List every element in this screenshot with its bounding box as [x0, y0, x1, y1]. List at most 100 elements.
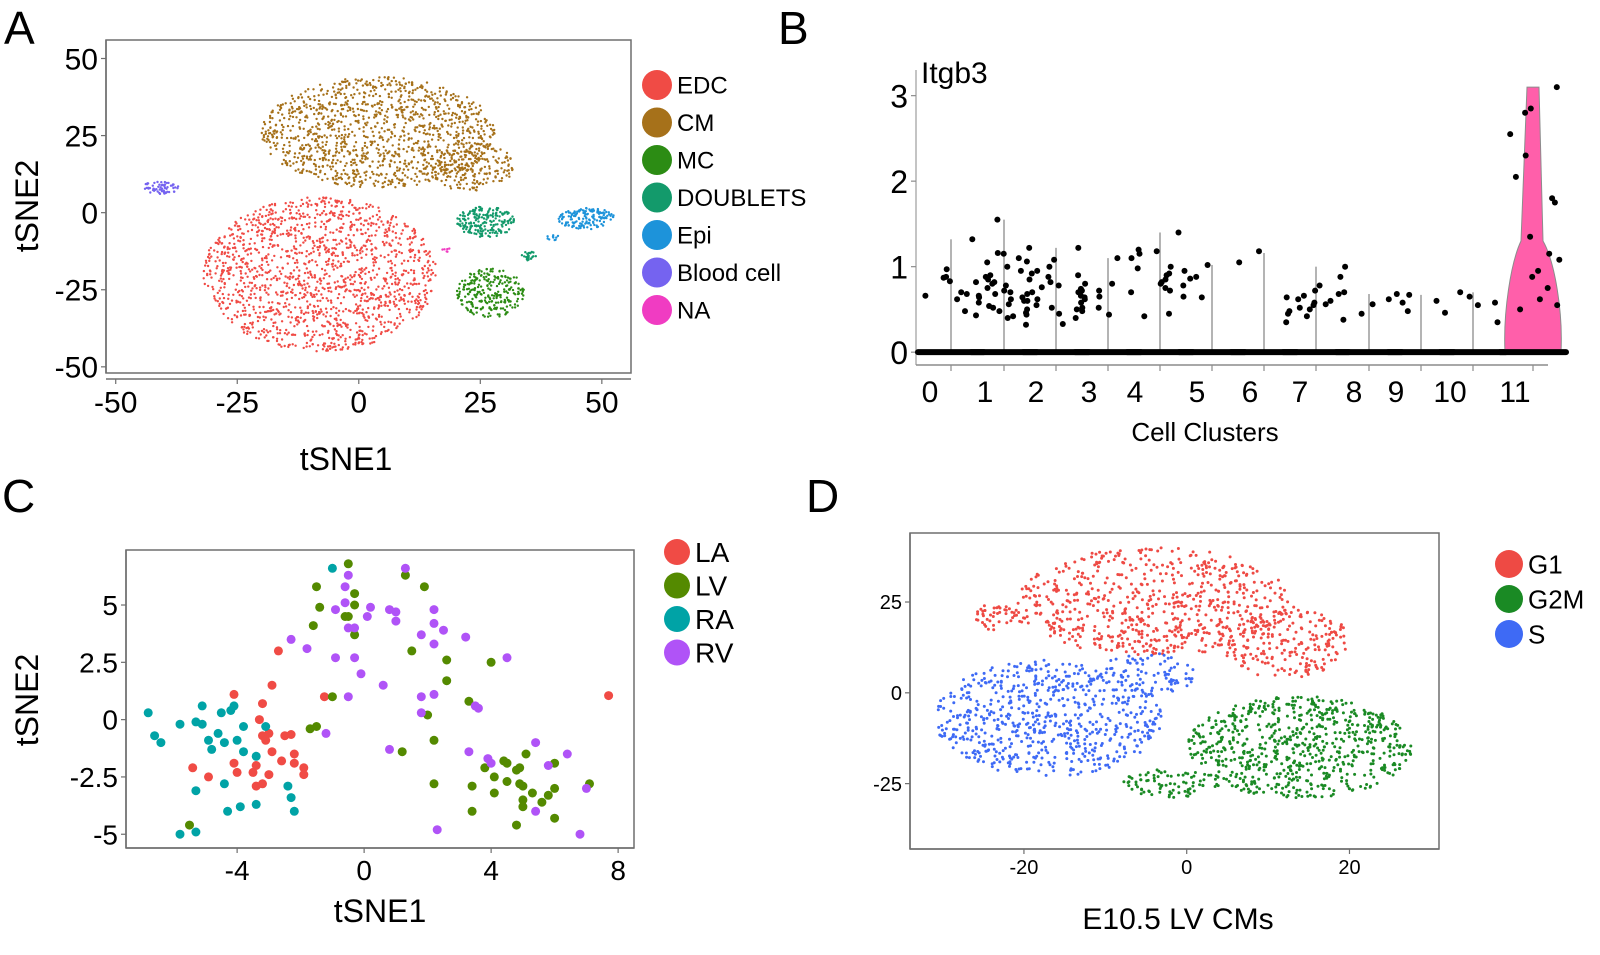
data-point	[1139, 582, 1143, 586]
data-point	[472, 112, 475, 116]
data-point	[462, 227, 465, 230]
data-point	[425, 271, 429, 274]
data-point	[321, 240, 324, 243]
data-point	[1175, 591, 1178, 595]
data-point	[292, 245, 296, 248]
data-point	[385, 173, 388, 176]
data-point	[1172, 581, 1176, 585]
data-point	[414, 88, 417, 91]
data-point	[506, 284, 509, 287]
data-point	[314, 163, 317, 166]
data-point	[1203, 560, 1207, 564]
data-point	[1187, 617, 1191, 621]
data-point	[303, 136, 306, 140]
data-point	[1252, 580, 1256, 584]
data-point	[386, 140, 389, 143]
data-point	[374, 298, 377, 301]
data-point	[475, 278, 478, 281]
data-point	[353, 295, 356, 298]
data-point	[1061, 603, 1065, 607]
data-point	[230, 321, 234, 324]
data-point	[1140, 617, 1144, 621]
data-point	[496, 276, 499, 280]
data-point	[294, 237, 297, 240]
data-point	[254, 715, 264, 725]
data-point	[403, 134, 406, 137]
data-point	[1190, 632, 1194, 635]
data-point	[233, 242, 236, 246]
data-point	[394, 174, 397, 178]
data-point	[476, 306, 479, 310]
data-point	[242, 257, 245, 260]
data-point	[430, 268, 433, 272]
data-point	[320, 200, 323, 204]
data-point	[386, 152, 389, 155]
data-point	[239, 235, 242, 239]
data-point	[371, 269, 375, 272]
data-point	[527, 258, 530, 261]
data-point	[314, 202, 317, 206]
data-point	[331, 212, 334, 215]
data-point	[443, 168, 446, 171]
data-point	[1522, 109, 1529, 116]
data-point	[1299, 641, 1303, 644]
data-point	[326, 177, 329, 180]
data-point	[442, 655, 452, 665]
data-point	[334, 264, 337, 267]
data-point	[1154, 648, 1158, 651]
data-point	[326, 299, 330, 302]
data-point	[1306, 672, 1310, 676]
data-point	[406, 176, 409, 179]
data-point	[470, 167, 473, 170]
data-point	[330, 307, 333, 311]
data-point	[1055, 584, 1059, 588]
data-point	[337, 119, 340, 123]
data-point	[355, 168, 359, 171]
data-point	[1181, 267, 1188, 274]
data-point	[1094, 597, 1098, 601]
data-point	[371, 297, 374, 300]
data-point	[457, 163, 461, 167]
data-point	[230, 228, 233, 231]
data-point	[335, 319, 338, 322]
data-point	[377, 267, 381, 270]
data-point	[469, 272, 472, 275]
data-point	[1141, 313, 1148, 320]
data-point	[1144, 547, 1148, 551]
data-point	[334, 238, 337, 242]
data-point	[496, 313, 499, 316]
data-point	[418, 292, 421, 296]
data-point	[469, 157, 472, 161]
data-point	[1145, 582, 1149, 586]
data-point	[349, 243, 352, 247]
data-point	[165, 181, 168, 185]
data-point	[271, 218, 275, 221]
data-point	[353, 172, 356, 176]
data-point	[276, 218, 280, 221]
data-point	[404, 117, 407, 120]
data-point	[1052, 613, 1056, 617]
data-point	[1273, 621, 1277, 625]
data-point	[371, 313, 374, 316]
data-point	[385, 271, 389, 275]
data-point	[329, 299, 333, 302]
data-point	[279, 105, 282, 108]
data-point	[567, 215, 570, 218]
data-point	[1194, 633, 1198, 636]
data-point	[318, 237, 321, 241]
data-point	[371, 140, 374, 143]
data-point	[415, 282, 418, 286]
data-point	[295, 160, 298, 164]
data-point	[355, 82, 358, 85]
data-point	[398, 148, 401, 151]
data-point	[374, 110, 378, 113]
data-point	[1126, 637, 1130, 641]
data-point	[395, 83, 398, 86]
data-point	[229, 701, 239, 711]
data-point	[1023, 258, 1030, 265]
data-point	[218, 236, 221, 240]
data-point	[1165, 621, 1169, 625]
data-point	[313, 274, 316, 277]
data-point	[488, 165, 491, 168]
data-point	[495, 284, 499, 288]
